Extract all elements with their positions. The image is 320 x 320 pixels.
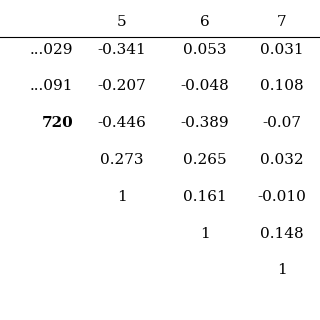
Text: ...091: ...091 <box>30 79 74 93</box>
Text: 720: 720 <box>42 116 74 130</box>
Text: 0.161: 0.161 <box>183 190 227 204</box>
Text: 1: 1 <box>200 227 210 241</box>
Text: ...029: ...029 <box>30 43 74 57</box>
Text: -0.446: -0.446 <box>97 116 146 130</box>
Text: 5: 5 <box>117 15 126 29</box>
Text: -0.341: -0.341 <box>97 43 146 57</box>
Text: 0.053: 0.053 <box>183 43 227 57</box>
Text: -0.207: -0.207 <box>97 79 146 93</box>
Text: 1: 1 <box>117 190 126 204</box>
Text: -0.048: -0.048 <box>180 79 229 93</box>
Text: 1: 1 <box>277 263 286 277</box>
Text: 7: 7 <box>277 15 286 29</box>
Text: 0.265: 0.265 <box>183 153 227 167</box>
Text: 0.032: 0.032 <box>260 153 303 167</box>
Text: 0.273: 0.273 <box>100 153 143 167</box>
Text: 6: 6 <box>200 15 210 29</box>
Text: 0.031: 0.031 <box>260 43 303 57</box>
Text: -0.07: -0.07 <box>262 116 301 130</box>
Text: 0.148: 0.148 <box>260 227 303 241</box>
Text: -0.389: -0.389 <box>180 116 229 130</box>
Text: -0.010: -0.010 <box>257 190 306 204</box>
Text: 0.108: 0.108 <box>260 79 303 93</box>
